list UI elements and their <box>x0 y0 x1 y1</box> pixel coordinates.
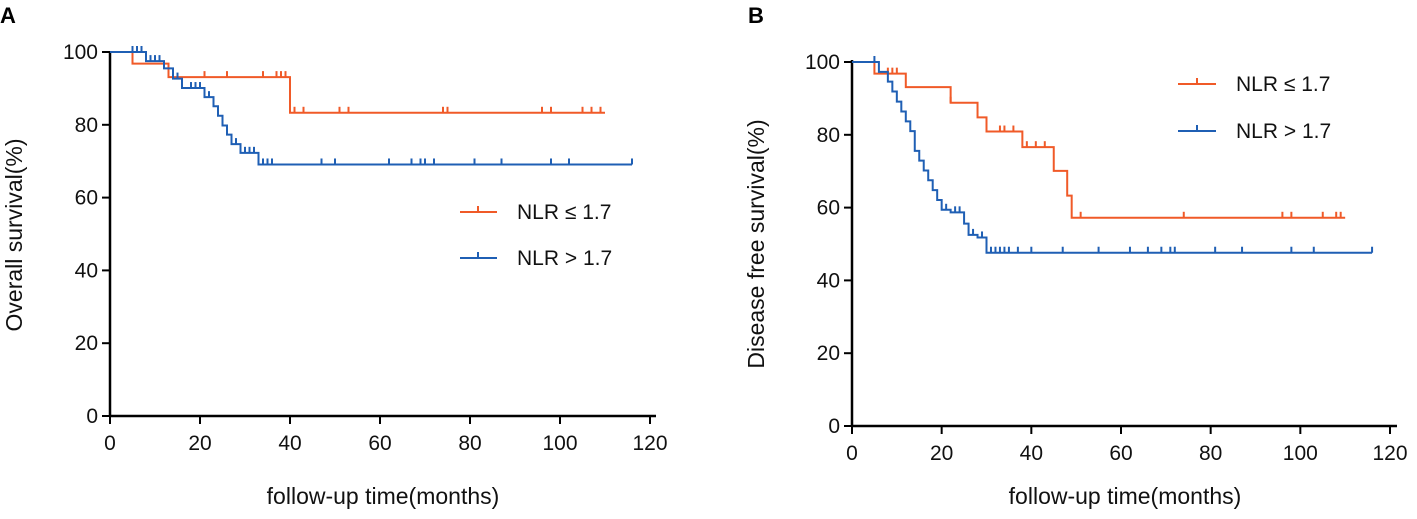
x-tick-label: 60 <box>368 432 391 455</box>
x-axis-title-a: follow-up time(months) <box>267 483 500 509</box>
x-tick-label: 100 <box>1283 442 1318 465</box>
panel-label-a: A <box>0 3 16 28</box>
x-tick-label: 120 <box>1372 442 1407 465</box>
x-ticks-a: 0 20 40 60 80 100 120 <box>104 416 668 455</box>
y-tick-label: 40 <box>817 269 840 292</box>
y-tick-label: 80 <box>817 124 840 147</box>
series-group-a <box>110 46 633 166</box>
x-tick-label: 0 <box>104 432 116 455</box>
legend-label: NLR > 1.7 <box>1236 120 1331 143</box>
x-tick-label: 120 <box>632 432 667 455</box>
y-axis-title-b: Disease free survival(%) <box>743 119 769 368</box>
legend-a: NLR ≤ 1.7 NLR > 1.7 <box>460 201 612 270</box>
x-axis-title-b: follow-up time(months) <box>1009 483 1242 509</box>
y-ticks-a: 0 20 40 60 80 100 <box>63 41 110 428</box>
y-tick-label: 80 <box>75 114 98 137</box>
legend-label: NLR ≤ 1.7 <box>517 201 611 224</box>
y-tick-label: 60 <box>817 197 840 220</box>
y-tick-label: 0 <box>828 415 840 438</box>
x-ticks-b: 0 20 40 60 80 100 120 <box>846 426 1408 465</box>
x-tick-label: 20 <box>930 442 953 465</box>
y-axis-title-a: Overall survival(%) <box>1 139 27 332</box>
y-tick-label: 20 <box>75 332 98 355</box>
legend-item-nlr-high: NLR > 1.7 <box>1178 120 1331 143</box>
chart-panel-b: B 0 20 40 60 80 100 0 20 40 60 80 100 120 Disease f… <box>743 3 1408 509</box>
y-tick-label: 20 <box>817 342 840 365</box>
x-tick-label: 60 <box>1109 442 1132 465</box>
x-tick-label: 80 <box>1199 442 1222 465</box>
y-ticks-b: 0 20 40 60 80 100 <box>805 51 852 438</box>
legend-label: NLR ≤ 1.7 <box>1236 73 1330 96</box>
y-tick-label: 40 <box>75 259 98 282</box>
x-tick-label: 20 <box>188 432 211 455</box>
legend-item-nlr-low: NLR ≤ 1.7 <box>1178 73 1330 96</box>
km-curve-nlr-low <box>110 51 605 114</box>
x-tick-label: 80 <box>458 432 481 455</box>
legend-item-nlr-high: NLR > 1.7 <box>460 247 612 270</box>
chart-panel-a: A 0 20 40 60 80 100 0 20 40 60 80 100 120 Overall s… <box>0 3 668 509</box>
km-curve-nlr-low <box>852 61 1346 219</box>
x-tick-label: 40 <box>1020 442 1043 465</box>
km-curve-nlr-high <box>110 51 632 166</box>
legend-b: NLR ≤ 1.7 NLR > 1.7 <box>1178 73 1331 143</box>
x-tick-label: 40 <box>278 432 301 455</box>
x-tick-label: 100 <box>542 432 577 455</box>
y-tick-label: 60 <box>75 187 98 210</box>
legend-item-nlr-low: NLR ≤ 1.7 <box>460 201 611 224</box>
km-curve-nlr-high <box>852 61 1373 254</box>
x-tick-label: 0 <box>846 442 858 465</box>
y-tick-label: 100 <box>63 41 98 64</box>
series-group-b <box>852 56 1374 254</box>
legend-label: NLR > 1.7 <box>517 247 612 270</box>
y-tick-label: 0 <box>86 405 98 428</box>
y-tick-label: 100 <box>805 51 840 74</box>
panel-label-b: B <box>748 3 764 28</box>
